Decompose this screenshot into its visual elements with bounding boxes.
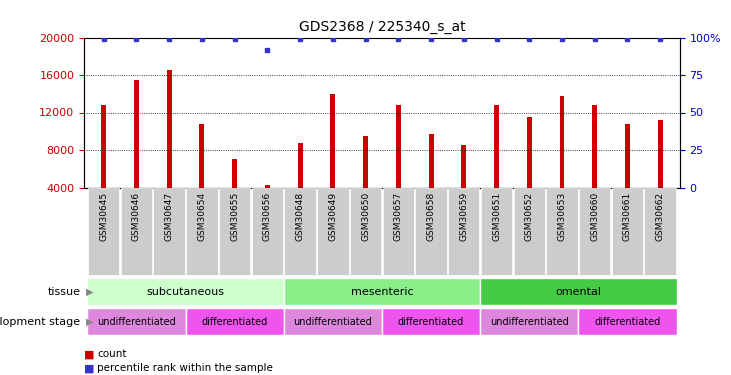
Text: ■: ■ xyxy=(84,350,94,359)
Text: GSM30645: GSM30645 xyxy=(99,192,108,241)
Text: subcutaneous: subcutaneous xyxy=(146,286,224,297)
FancyBboxPatch shape xyxy=(480,308,578,335)
Text: GSM30654: GSM30654 xyxy=(197,192,206,241)
Text: GSM30650: GSM30650 xyxy=(361,192,370,241)
FancyBboxPatch shape xyxy=(514,188,545,275)
Bar xyxy=(200,124,205,225)
Bar xyxy=(494,105,499,225)
Bar xyxy=(527,117,531,225)
FancyBboxPatch shape xyxy=(284,308,382,335)
Bar xyxy=(363,136,368,225)
FancyBboxPatch shape xyxy=(481,188,512,275)
Text: undifferentiated: undifferentiated xyxy=(97,316,176,327)
Text: GSM30658: GSM30658 xyxy=(427,192,436,241)
Text: mesenteric: mesenteric xyxy=(351,286,413,297)
Text: GSM30651: GSM30651 xyxy=(492,192,501,241)
Bar xyxy=(265,185,270,225)
FancyBboxPatch shape xyxy=(186,308,284,335)
Bar xyxy=(330,94,336,225)
Text: GSM30646: GSM30646 xyxy=(132,192,141,241)
FancyBboxPatch shape xyxy=(546,188,577,275)
Text: undifferentiated: undifferentiated xyxy=(490,316,569,327)
Text: GSM30647: GSM30647 xyxy=(164,192,174,241)
Text: undifferentiated: undifferentiated xyxy=(293,316,372,327)
Text: omental: omental xyxy=(556,286,602,297)
Text: GSM30648: GSM30648 xyxy=(295,192,305,241)
Bar xyxy=(428,134,433,225)
Text: development stage: development stage xyxy=(0,316,80,327)
Bar xyxy=(298,142,303,225)
Text: differentiated: differentiated xyxy=(398,316,464,327)
FancyBboxPatch shape xyxy=(415,188,447,275)
FancyBboxPatch shape xyxy=(284,188,316,275)
Text: count: count xyxy=(97,350,126,359)
Text: ▶: ▶ xyxy=(86,286,93,297)
Text: percentile rank within the sample: percentile rank within the sample xyxy=(97,363,273,373)
FancyBboxPatch shape xyxy=(579,188,610,275)
Text: GSM30655: GSM30655 xyxy=(230,192,239,241)
Bar xyxy=(396,105,401,225)
Text: GSM30649: GSM30649 xyxy=(328,192,337,241)
Bar xyxy=(167,70,172,225)
FancyBboxPatch shape xyxy=(612,188,643,275)
FancyBboxPatch shape xyxy=(645,188,676,275)
Bar xyxy=(102,105,106,225)
Text: GSM30661: GSM30661 xyxy=(623,192,632,241)
FancyBboxPatch shape xyxy=(121,188,152,275)
FancyBboxPatch shape xyxy=(219,188,250,275)
Text: GSM30652: GSM30652 xyxy=(525,192,534,241)
Text: GSM30653: GSM30653 xyxy=(558,192,567,241)
Text: differentiated: differentiated xyxy=(202,316,268,327)
Bar xyxy=(658,120,662,225)
FancyBboxPatch shape xyxy=(480,278,677,305)
FancyBboxPatch shape xyxy=(186,188,218,275)
FancyBboxPatch shape xyxy=(448,188,480,275)
FancyBboxPatch shape xyxy=(578,308,677,335)
Title: GDS2368 / 225340_s_at: GDS2368 / 225340_s_at xyxy=(299,20,465,34)
Bar xyxy=(559,96,564,225)
FancyBboxPatch shape xyxy=(317,188,349,275)
Text: GSM30657: GSM30657 xyxy=(394,192,403,241)
Text: GSM30660: GSM30660 xyxy=(590,192,599,241)
FancyBboxPatch shape xyxy=(154,188,185,275)
Bar xyxy=(134,80,139,225)
Bar xyxy=(461,146,466,225)
FancyBboxPatch shape xyxy=(87,308,186,335)
FancyBboxPatch shape xyxy=(350,188,382,275)
Text: ▶: ▶ xyxy=(86,316,93,327)
Bar xyxy=(592,105,597,225)
Text: ■: ■ xyxy=(84,363,94,373)
Bar xyxy=(232,159,237,225)
FancyBboxPatch shape xyxy=(284,278,480,305)
Text: tissue: tissue xyxy=(48,286,80,297)
FancyBboxPatch shape xyxy=(382,188,414,275)
Text: GSM30656: GSM30656 xyxy=(263,192,272,241)
Text: GSM30662: GSM30662 xyxy=(656,192,664,241)
FancyBboxPatch shape xyxy=(382,308,480,335)
FancyBboxPatch shape xyxy=(88,188,119,275)
FancyBboxPatch shape xyxy=(87,278,284,305)
Text: differentiated: differentiated xyxy=(594,316,661,327)
FancyBboxPatch shape xyxy=(251,188,283,275)
Text: GSM30659: GSM30659 xyxy=(459,192,469,241)
Bar xyxy=(625,124,630,225)
